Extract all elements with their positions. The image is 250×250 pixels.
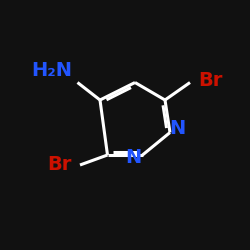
Text: N: N: [170, 119, 186, 138]
Text: N: N: [126, 148, 142, 167]
Text: H₂N: H₂N: [32, 61, 72, 80]
Text: Br: Br: [47, 156, 71, 174]
Text: Br: Br: [199, 70, 223, 90]
